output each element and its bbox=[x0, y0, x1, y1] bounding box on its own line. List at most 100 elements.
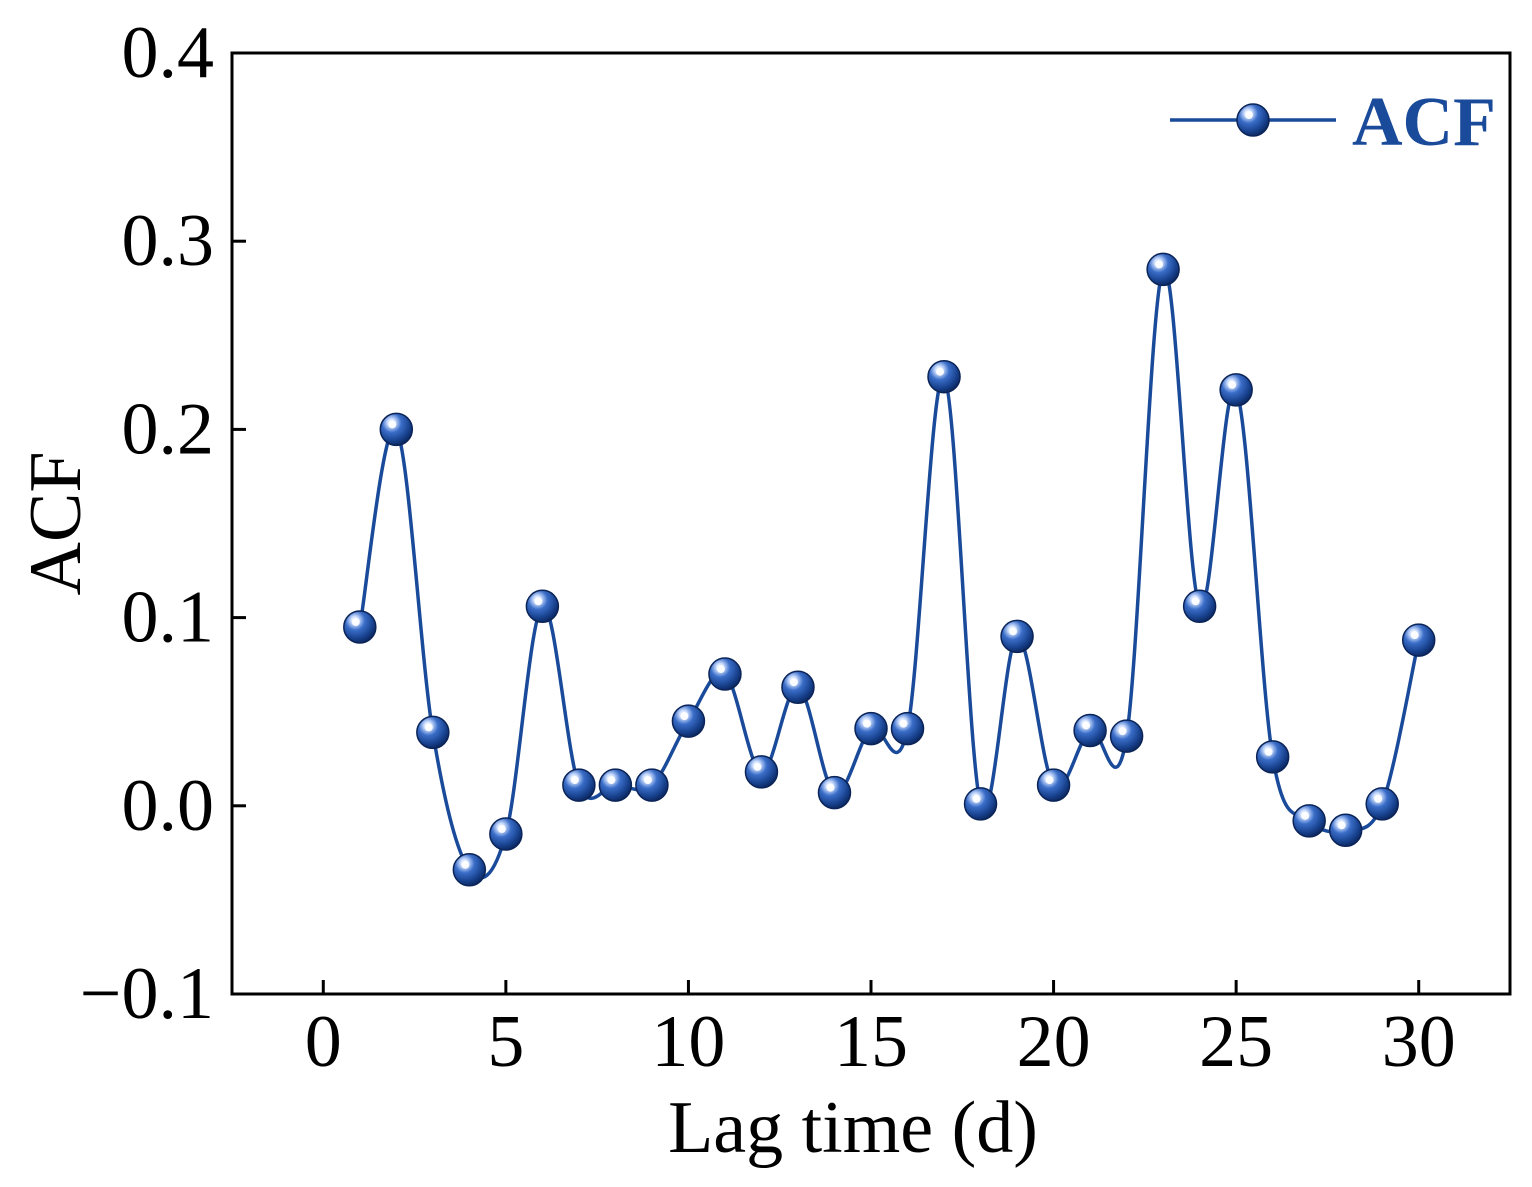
data-point-highlight bbox=[1410, 631, 1419, 640]
axes-layer: 0 5 10 15 20 25 30 −0.1 0.0 0.1 0.2 0.3 0.4 Lag time … bbox=[15, 12, 1512, 1169]
data-point-highlight bbox=[899, 719, 908, 728]
x-tick-label: 0 bbox=[305, 1001, 342, 1083]
legend-label: ACF bbox=[1352, 84, 1496, 161]
data-point-marker bbox=[854, 711, 888, 746]
data-point bbox=[452, 853, 487, 887]
data-point bbox=[708, 657, 742, 691]
y-tick-label: 0.4 bbox=[122, 12, 215, 94]
series-layer bbox=[343, 252, 1436, 887]
data-point-highlight bbox=[1155, 260, 1164, 269]
data-point-marker bbox=[1182, 589, 1217, 624]
data-point-highlight bbox=[424, 723, 433, 732]
data-point-highlight bbox=[607, 776, 616, 785]
y-tick-label: −0.1 bbox=[80, 953, 214, 1035]
y-tick-label: 0.1 bbox=[122, 577, 215, 659]
data-point-marker bbox=[671, 704, 706, 738]
data-point bbox=[379, 412, 414, 447]
series-line-acf bbox=[358, 267, 1421, 880]
data-point-highlight bbox=[351, 618, 360, 627]
data-point-highlight bbox=[972, 794, 981, 803]
data-point bbox=[1146, 252, 1180, 287]
y-tick-label: 0.0 bbox=[122, 765, 215, 847]
data-point bbox=[1182, 589, 1217, 624]
data-point bbox=[1036, 768, 1071, 802]
data-point bbox=[343, 610, 377, 644]
data-point-highlight bbox=[753, 762, 762, 771]
data-point-marker bbox=[890, 711, 925, 746]
data-point-marker bbox=[343, 610, 377, 644]
x-tick-label: 5 bbox=[487, 1001, 524, 1083]
data-point-highlight bbox=[1301, 811, 1310, 820]
data-point-highlight bbox=[570, 776, 579, 785]
data-point-highlight bbox=[936, 367, 945, 376]
data-point-highlight bbox=[680, 712, 689, 721]
data-point-marker bbox=[1000, 619, 1034, 654]
data-point-highlight bbox=[863, 719, 871, 728]
x-tick-label: 15 bbox=[834, 1001, 908, 1083]
data-point-marker bbox=[1073, 713, 1107, 748]
y-axis-title: ACF bbox=[15, 452, 97, 596]
data-point-marker bbox=[1401, 623, 1436, 657]
data-point bbox=[817, 775, 852, 810]
data-point-marker bbox=[927, 359, 961, 394]
data-point-highlight bbox=[461, 860, 470, 869]
data-point bbox=[1073, 713, 1107, 748]
data-point-highlight bbox=[1191, 597, 1200, 606]
data-point-highlight bbox=[1082, 721, 1091, 730]
data-point bbox=[525, 589, 560, 624]
data-point-highlight bbox=[716, 665, 725, 674]
data-point-highlight bbox=[1045, 776, 1054, 785]
data-point bbox=[1365, 787, 1399, 821]
data-point-highlight bbox=[388, 420, 397, 429]
data-point-highlight bbox=[643, 776, 652, 785]
x-tick-label: 10 bbox=[651, 1001, 725, 1083]
x-tick-label: 20 bbox=[1017, 1001, 1091, 1083]
data-point-marker bbox=[525, 589, 560, 624]
plot-frame bbox=[230, 51, 1512, 996]
data-point-highlight bbox=[1009, 627, 1018, 636]
data-point-highlight bbox=[1374, 794, 1383, 803]
data-point-highlight bbox=[789, 678, 798, 687]
data-point-highlight bbox=[1118, 727, 1127, 736]
data-point-marker bbox=[562, 768, 596, 802]
data-point bbox=[1292, 804, 1326, 838]
data-point bbox=[562, 768, 596, 802]
data-point-highlight bbox=[826, 783, 835, 792]
data-point bbox=[1109, 719, 1144, 753]
legend-marker bbox=[1236, 103, 1270, 137]
data-point-highlight bbox=[1337, 821, 1346, 830]
y-tick-label: 0.3 bbox=[122, 200, 215, 282]
data-point-marker bbox=[416, 715, 450, 750]
data-point bbox=[854, 711, 888, 746]
data-point bbox=[927, 359, 961, 394]
y-tick-label: 0.2 bbox=[122, 388, 215, 470]
data-point-marker bbox=[1219, 373, 1253, 407]
data-point-marker bbox=[1292, 804, 1326, 838]
data-point-highlight bbox=[497, 825, 506, 834]
data-point-marker bbox=[817, 775, 852, 810]
legend-marker-highlight bbox=[1245, 111, 1253, 119]
data-point-marker bbox=[1036, 768, 1071, 802]
x-axis-title: Lag time (d) bbox=[668, 1087, 1038, 1169]
data-point bbox=[744, 755, 779, 789]
data-point-marker bbox=[963, 787, 998, 821]
data-point bbox=[1401, 623, 1436, 657]
data-point-marker bbox=[1328, 813, 1363, 848]
data-point bbox=[781, 670, 815, 704]
data-point bbox=[890, 711, 925, 746]
data-point-marker bbox=[744, 755, 779, 789]
data-point-marker bbox=[1109, 719, 1144, 753]
data-point bbox=[598, 768, 633, 802]
data-point-highlight bbox=[1264, 747, 1273, 756]
data-point-marker bbox=[489, 817, 523, 851]
data-point bbox=[1000, 619, 1034, 654]
data-point bbox=[489, 817, 523, 851]
data-point-marker bbox=[635, 768, 669, 802]
data-point-marker bbox=[1255, 740, 1290, 774]
x-tick-label: 25 bbox=[1199, 1001, 1273, 1083]
data-point-marker bbox=[452, 853, 487, 887]
data-point bbox=[1255, 740, 1290, 774]
data-point bbox=[963, 787, 998, 821]
